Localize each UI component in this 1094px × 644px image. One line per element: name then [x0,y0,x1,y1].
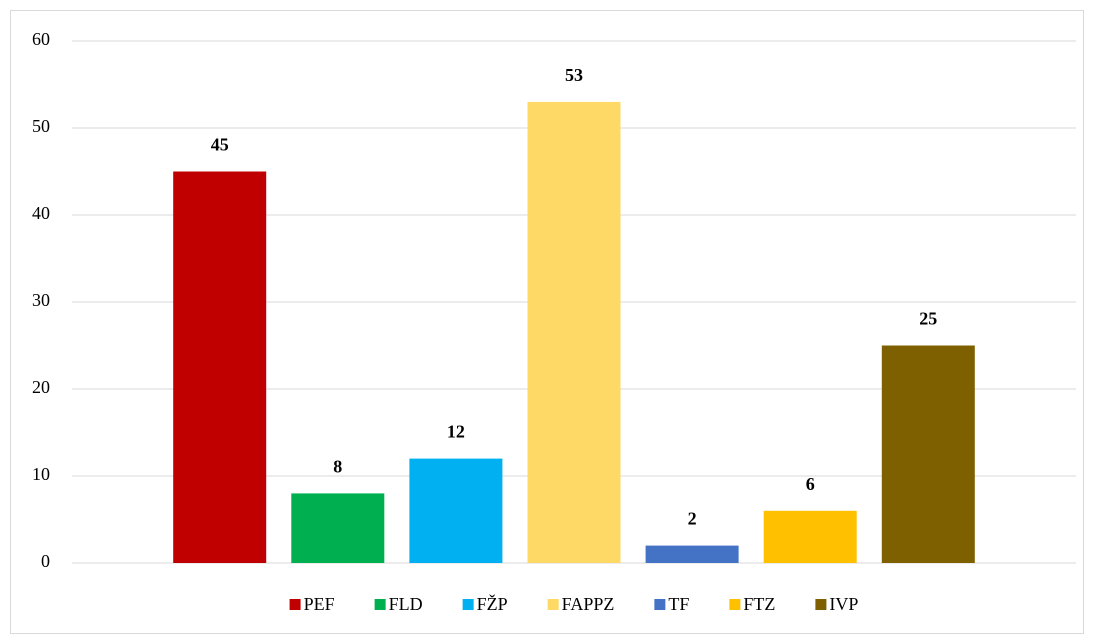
legend-label: TF [668,594,689,614]
bar [173,171,267,563]
legend-swatch [462,599,474,610]
bar [763,510,857,563]
value-label: 53 [565,65,583,85]
bar [291,493,385,563]
y-tick-label: 20 [32,377,50,397]
y-tick-label: 60 [32,29,50,49]
y-tick-label: 30 [32,290,50,310]
legend-label: IVP [829,594,858,614]
legend-label: FLD [389,594,423,614]
legend-swatch [654,599,666,610]
bar [645,545,739,563]
y-tick-label: 50 [32,116,50,136]
legend-label: FAPPZ [562,594,615,614]
legend-swatch [729,599,741,610]
legend-label: PEF [304,594,335,614]
y-tick-label: 10 [32,464,50,484]
bar [881,345,975,563]
value-label: 8 [333,457,342,477]
value-label: 6 [806,474,815,494]
value-label: 12 [447,422,465,442]
value-label: 45 [211,135,229,155]
value-label: 2 [688,509,697,529]
legend-label: FŽP [477,593,508,614]
legend-swatch [547,599,559,610]
legend-swatch [289,599,301,610]
y-tick-label: 0 [41,551,50,571]
legend-label: FTZ [743,594,775,614]
legend-swatch [374,599,386,610]
value-label: 25 [919,309,937,329]
y-tick-label: 40 [32,203,50,223]
bar [527,101,621,564]
bar [409,458,503,563]
legend-swatch [815,599,827,610]
